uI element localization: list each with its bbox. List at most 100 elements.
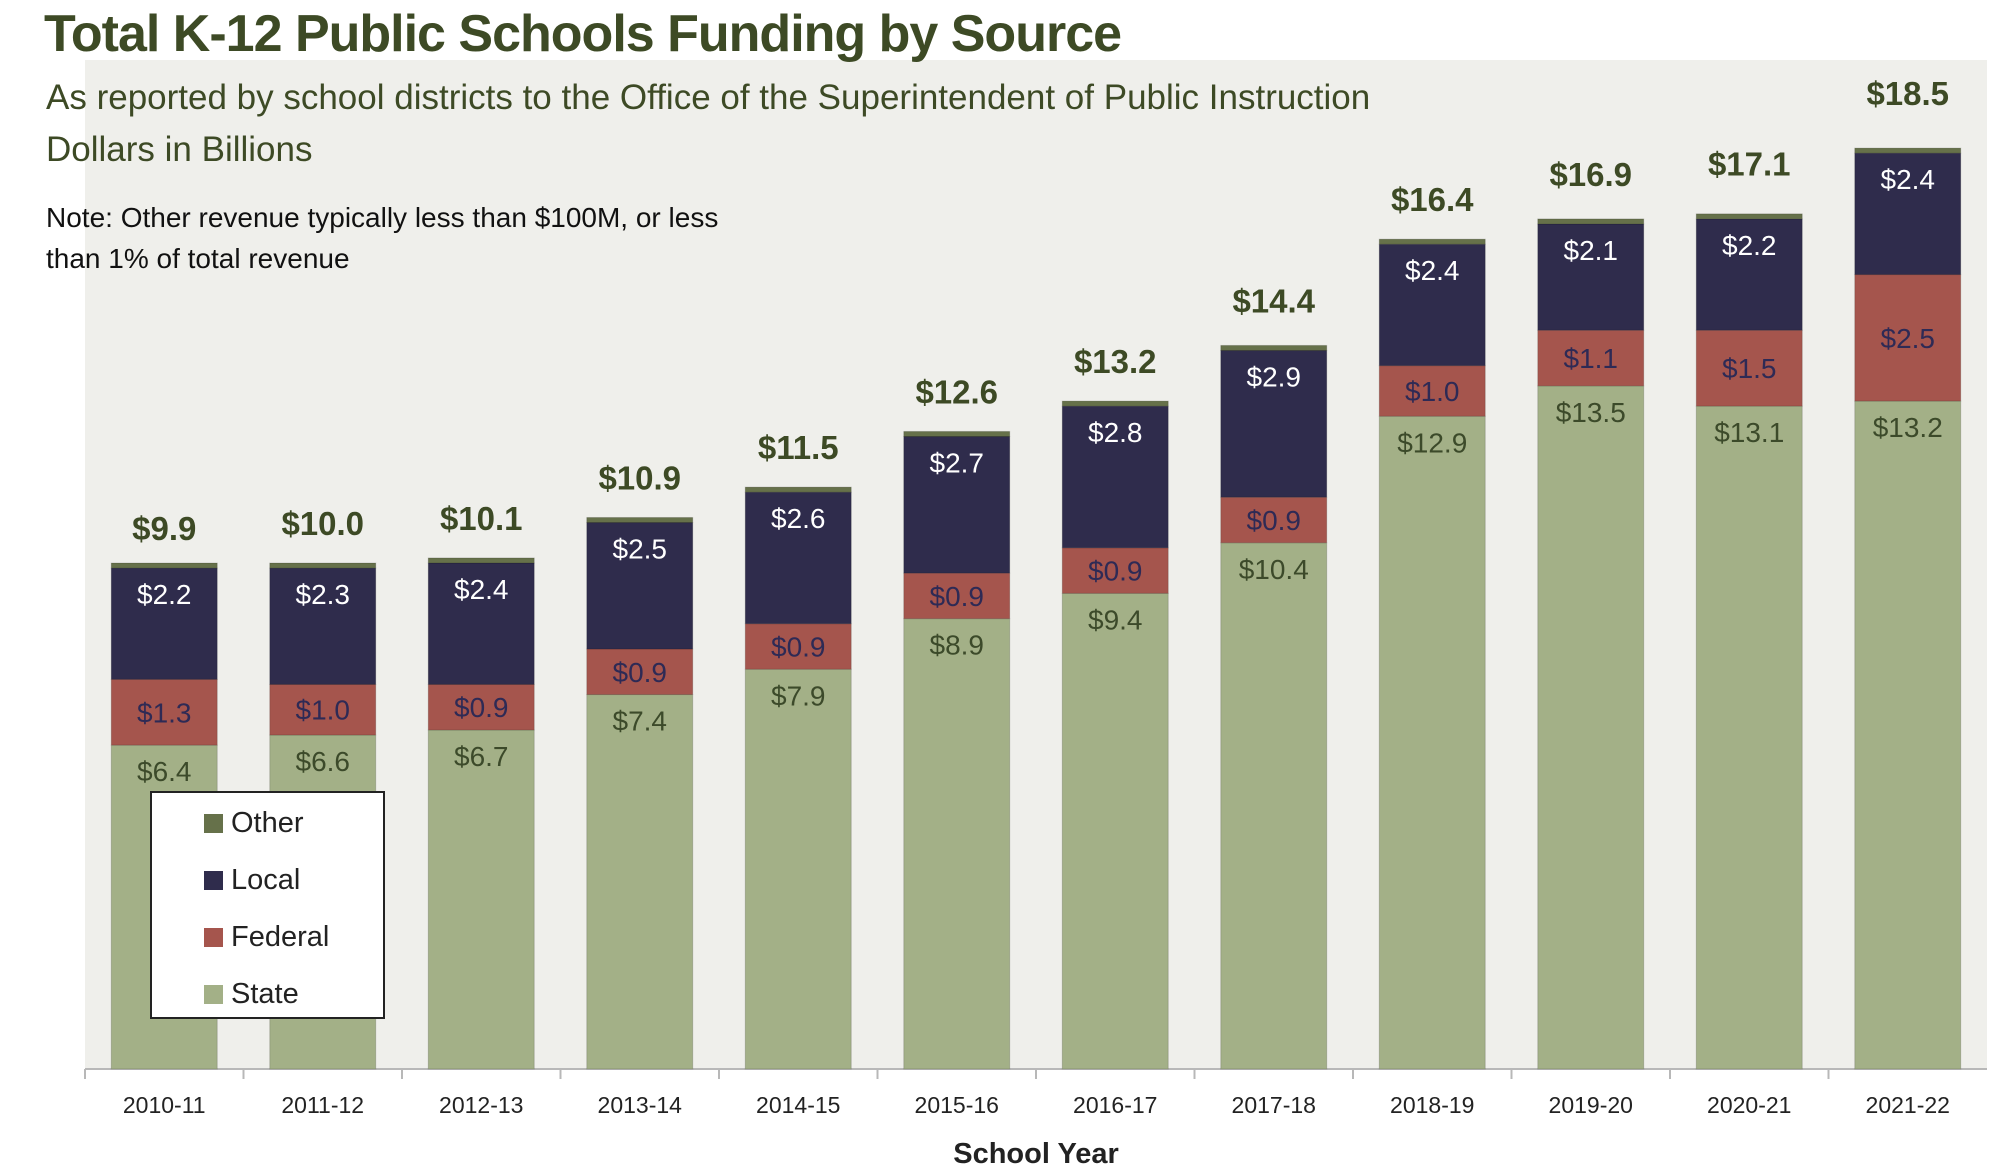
bar-segment-state xyxy=(1854,400,1962,1070)
bar-segment-state xyxy=(1378,415,1486,1070)
data-label-federal: $1.3 xyxy=(137,697,192,728)
data-label-state: $6.7 xyxy=(454,741,509,772)
total-label: $17.1 xyxy=(1708,146,1791,183)
x-tick-label: 2021-22 xyxy=(1866,1092,1950,1118)
bar-segment-local xyxy=(744,491,852,625)
total-label: $16.9 xyxy=(1549,156,1632,193)
x-tick-label: 2019-20 xyxy=(1549,1092,1633,1118)
data-label-federal: $0.9 xyxy=(1088,556,1143,587)
x-tick-label: 2018-19 xyxy=(1390,1092,1474,1118)
total-label: $14.4 xyxy=(1232,282,1315,319)
legend-item-other: Other xyxy=(204,807,304,840)
total-label: $10.1 xyxy=(440,500,523,537)
units-label: Dollars in Billions xyxy=(46,130,313,169)
legend: Other Local Federal State xyxy=(150,791,385,1019)
data-label-local: $2.4 xyxy=(1405,255,1460,286)
data-label-local: $2.2 xyxy=(1722,230,1777,261)
bar-segment-local xyxy=(903,436,1011,574)
bar-segment-state xyxy=(427,729,535,1070)
bar-segment-federal xyxy=(903,572,1011,620)
data-label-federal: $1.0 xyxy=(296,695,351,726)
legend-swatch-state xyxy=(204,985,223,1004)
bar-segment-federal xyxy=(1537,329,1645,387)
x-axis-title: School Year xyxy=(953,1138,1119,1164)
x-tick-label: 2014-15 xyxy=(756,1092,840,1118)
bar-segment-state xyxy=(744,668,852,1070)
bar-segment-federal xyxy=(1378,365,1486,417)
note-line-1: Note: Other revenue typically less than … xyxy=(46,202,719,233)
legend-swatch-federal xyxy=(204,928,223,947)
data-label-state: $7.4 xyxy=(613,706,668,737)
bar-segment-state xyxy=(1695,405,1803,1070)
data-label-local: $2.4 xyxy=(454,574,509,605)
chart-title: Total K-12 Public Schools Funding by Sou… xyxy=(44,5,1122,63)
bar-segment-other xyxy=(586,516,694,524)
total-label: $10.0 xyxy=(281,505,364,542)
bar-segment-other xyxy=(1378,238,1486,245)
x-tick-label: 2016-17 xyxy=(1073,1092,1157,1118)
bar-segment-federal xyxy=(744,623,852,670)
data-label-local: $2.7 xyxy=(930,448,985,479)
total-label: $10.9 xyxy=(598,459,681,496)
plot-area xyxy=(85,60,1987,1069)
bar-segment-local xyxy=(269,567,377,685)
data-label-local: $2.3 xyxy=(296,579,351,610)
data-label-federal: $0.9 xyxy=(771,631,826,662)
data-label-state: $10.4 xyxy=(1239,554,1309,585)
x-tick-label: 2020-21 xyxy=(1707,1092,1791,1118)
x-tick-label: 2010-11 xyxy=(123,1092,206,1118)
bar-segment-local xyxy=(110,567,218,680)
total-label: $12.6 xyxy=(915,373,998,410)
bar-segment-other xyxy=(269,562,377,569)
bar-segment-state xyxy=(1537,385,1645,1070)
total-label: $9.9 xyxy=(132,510,196,547)
legend-label: Other xyxy=(231,807,304,839)
bar-segment-other xyxy=(1695,213,1803,220)
bar-segment-federal xyxy=(427,683,535,731)
bar-segment-other xyxy=(903,430,1011,438)
data-label-federal: $2.5 xyxy=(1881,323,1936,354)
data-label-federal: $0.9 xyxy=(930,581,985,612)
data-label-state: $6.4 xyxy=(137,756,192,787)
bar-segment-federal xyxy=(1854,274,1962,402)
data-label-state: $13.2 xyxy=(1873,412,1943,443)
bar-segment-federal xyxy=(269,683,377,736)
data-label-state: $9.4 xyxy=(1088,604,1143,635)
bar-segment-local xyxy=(427,562,535,685)
bar-segment-federal xyxy=(1061,547,1169,594)
data-label-local: $2.1 xyxy=(1564,235,1619,266)
data-label-federal: $1.0 xyxy=(1405,376,1460,407)
data-label-state: $13.1 xyxy=(1714,417,1784,448)
x-tick-label: 2012-13 xyxy=(439,1092,523,1118)
x-tick-label: 2015-16 xyxy=(915,1092,999,1118)
data-label-federal: $0.9 xyxy=(1247,505,1302,536)
bar-segment-local xyxy=(1695,218,1803,331)
data-label-state: $6.6 xyxy=(296,746,351,777)
bar-segment-other xyxy=(1854,147,1962,154)
bar-segment-other xyxy=(427,557,535,564)
bar-segment-other xyxy=(744,486,852,493)
legend-label: State xyxy=(231,978,299,1010)
legend-label: Local xyxy=(231,864,301,896)
data-label-local: $2.5 xyxy=(613,534,668,565)
total-label: $11.5 xyxy=(758,429,839,466)
data-label-local: $2.8 xyxy=(1088,417,1143,448)
bar-segment-local xyxy=(1378,243,1486,367)
legend-label: Federal xyxy=(231,921,330,953)
data-label-federal: $1.5 xyxy=(1722,353,1777,384)
data-label-federal: $1.1 xyxy=(1564,343,1619,374)
data-label-state: $12.9 xyxy=(1397,427,1467,458)
bar-segment-local xyxy=(586,522,694,650)
data-label-local: $2.2 xyxy=(137,579,192,610)
total-label: $13.2 xyxy=(1074,343,1157,380)
total-label: $18.5 xyxy=(1866,75,1949,112)
data-label-local: $2.4 xyxy=(1881,164,1936,195)
data-label-local: $2.9 xyxy=(1247,361,1302,392)
legend-item-federal: Federal xyxy=(204,921,329,954)
chart-subtitle: As reported by school districts to the O… xyxy=(46,78,1371,117)
bar-segment-local xyxy=(1537,223,1645,331)
bar-segment-federal xyxy=(110,678,218,746)
legend-swatch-other xyxy=(204,814,223,833)
data-label-state: $8.9 xyxy=(930,630,985,661)
bar-segment-federal xyxy=(1695,329,1803,407)
